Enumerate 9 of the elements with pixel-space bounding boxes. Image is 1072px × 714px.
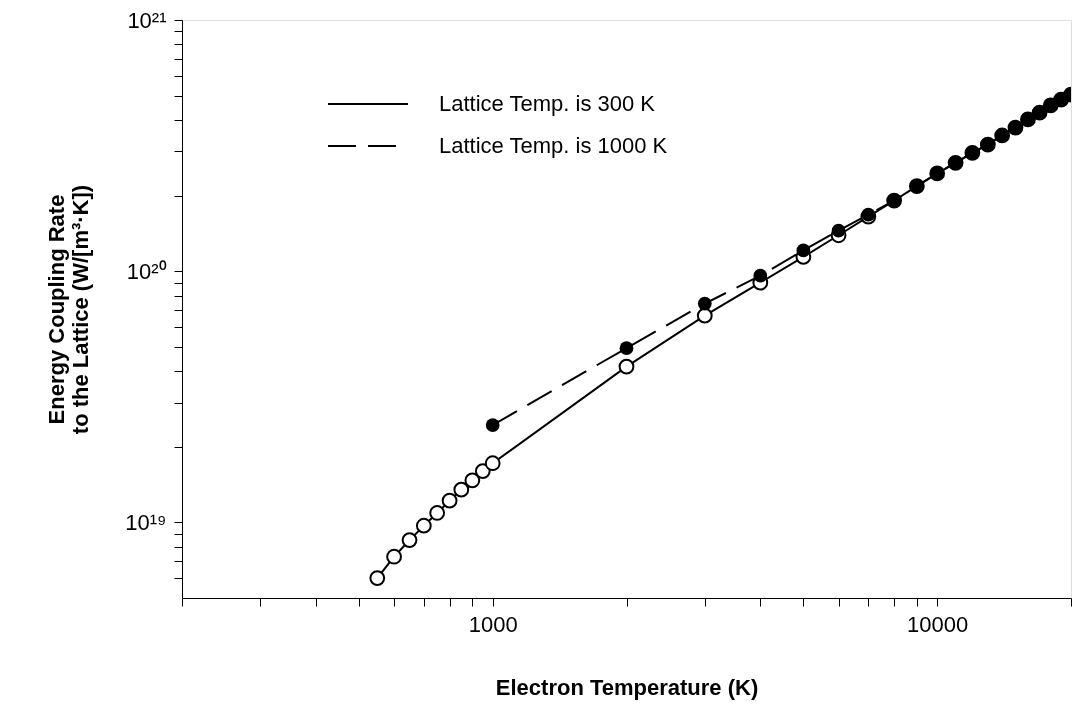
y-tick-label: 10²¹: [127, 7, 167, 33]
legend-label: Lattice Temp. is 1000 K: [439, 133, 668, 158]
y-tick-label: 10¹⁹: [125, 509, 167, 535]
y-axis-title: Energy Coupling Rate to the Lattice (W/[m³·K]): [44, 184, 94, 435]
x-tick-label: 1000: [468, 611, 518, 637]
x-tick-label: 10000: [907, 611, 969, 637]
y-tick-label: 10²⁰: [126, 258, 167, 284]
x-axis-title: Electron Temperature (K): [495, 674, 759, 700]
legend-label: Lattice Temp. is 300 K: [439, 91, 656, 116]
